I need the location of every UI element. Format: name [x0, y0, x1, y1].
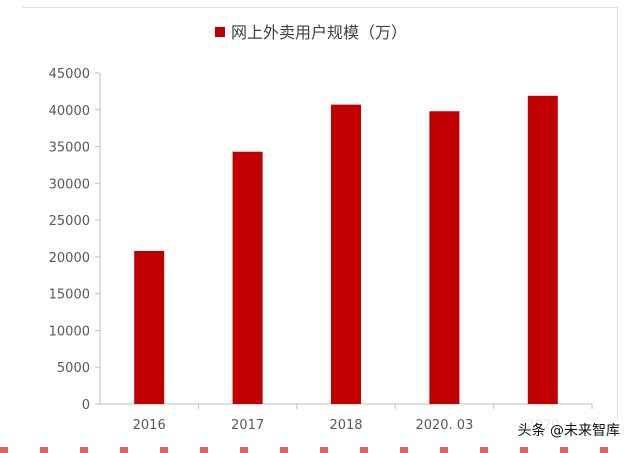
legend-label: 网上外卖用户规模（万） [231, 23, 407, 42]
y-tick-label: 5000 [57, 361, 90, 376]
x-tick-label: 2020. 03 [415, 418, 473, 433]
watermark: 头条 @未来智库 [513, 419, 624, 441]
bar-2016 [134, 251, 165, 404]
y-tick-label: 40000 [49, 104, 90, 119]
bar-2017 [232, 151, 263, 404]
legend-swatch [215, 27, 225, 37]
y-tick-label: 0 [82, 398, 90, 413]
y-tick-label: 15000 [49, 288, 90, 303]
bar-2020 [527, 95, 558, 405]
y-tick-label: 25000 [49, 214, 90, 229]
y-tick-label: 30000 [49, 177, 90, 192]
x-tick-label: 2018 [329, 418, 362, 433]
y-tick-label: 10000 [49, 324, 90, 339]
x-tick-label: 2017 [231, 418, 264, 433]
bar-2020-03 [429, 111, 460, 404]
y-tick-label: 20000 [49, 251, 90, 266]
x-tick-label: 2016 [133, 418, 166, 433]
right-border-line [617, 7, 618, 437]
bottom-edge-marks [0, 447, 640, 453]
legend: 网上外卖用户规模（万） [215, 23, 407, 42]
y-tick-label: 35000 [49, 141, 90, 156]
top-border-line [22, 7, 618, 8]
y-tick-label: 45000 [49, 67, 90, 82]
bar-2018 [331, 104, 361, 404]
